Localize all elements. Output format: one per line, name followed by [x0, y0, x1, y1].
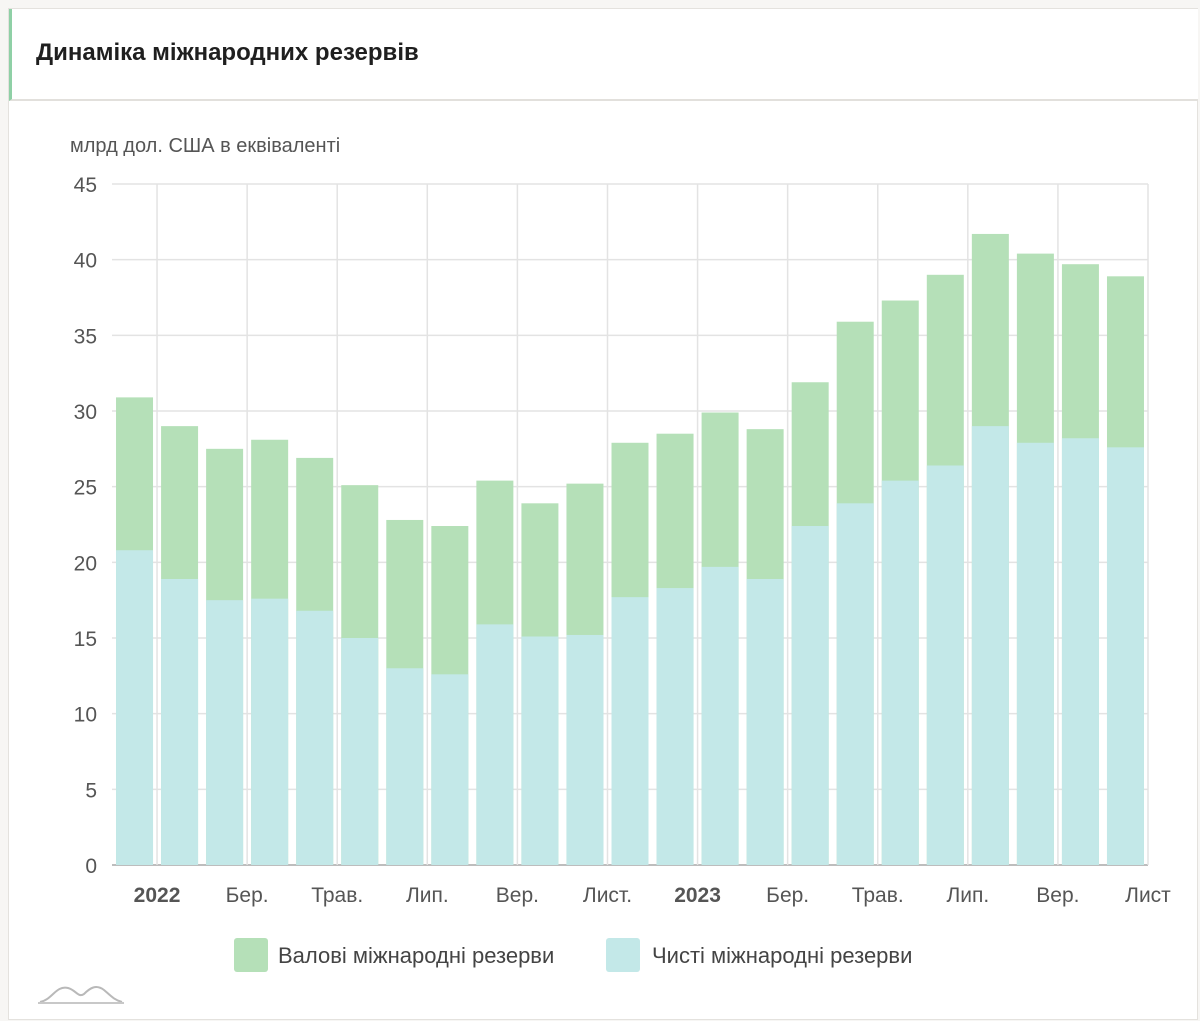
bar-net-reserves [791, 526, 829, 865]
x-ticks: 2022 Бер. Трав. Лип. Вер. Лист. 2023 Бер. Трав. Л… [134, 884, 1172, 907]
y-tick-label: 20 [74, 552, 97, 575]
legend: Валові міжнародні резерви Чисті міжнарод… [234, 938, 912, 972]
bar-net-reserves [1061, 438, 1099, 865]
x-tick-label: Трав. [852, 884, 904, 907]
legend-swatch-net [606, 938, 640, 972]
x-tick-label: Вер. [496, 884, 539, 907]
bar-net-reserves [476, 624, 514, 865]
x-tick-label: Бер. [226, 884, 269, 907]
x-tick-label: Трав. [311, 884, 363, 907]
bar-net-reserves [431, 674, 469, 865]
bar-net-reserves [566, 634, 604, 865]
y-tick-label: 40 [74, 250, 97, 273]
x-tick-label: 2022 [134, 884, 181, 907]
bar-net-reserves [926, 465, 964, 865]
bar-net-reserves [521, 636, 559, 865]
y-tick-label: 15 [74, 628, 97, 651]
bar-net-reserves [386, 668, 424, 865]
x-tick-label: Лип. [946, 884, 989, 907]
y-ticks: 0 5 10 15 20 25 30 35 40 45 [74, 174, 97, 878]
bar-net-reserves [971, 426, 1009, 865]
bar-net-reserves [296, 610, 334, 865]
bar-net-reserves [341, 638, 379, 865]
x-tick-label: Бер. [766, 884, 809, 907]
mountain-logo-icon [38, 986, 124, 1004]
legend-swatch-gross [234, 938, 268, 972]
x-tick-label: Лип. [406, 884, 449, 907]
bar-net-reserves [836, 503, 874, 865]
bar-net-reserves [701, 566, 739, 865]
bar-net-reserves [656, 588, 694, 865]
card-header: Динаміка міжнародних резервів [9, 9, 1198, 101]
x-tick-label: Лист. [583, 884, 632, 907]
y-tick-label: 45 [74, 174, 97, 197]
x-tick-label: Вер. [1036, 884, 1079, 907]
y-axis-label: млрд дол. США в еквіваленті [70, 135, 340, 157]
y-tick-label: 35 [74, 325, 97, 348]
bar-net-reserves [1106, 447, 1144, 865]
y-tick-label: 0 [85, 855, 97, 878]
y-tick-label: 30 [74, 401, 97, 424]
x-tick-label: 2023 [674, 884, 721, 907]
legend-label-gross: Валові міжнародні резерви [278, 943, 554, 968]
bar-net-reserves [251, 598, 289, 865]
page-title: Динаміка міжнародних резервів [36, 39, 419, 66]
bar-net-reserves [161, 578, 199, 865]
legend-label-net: Чисті міжнародні резерви [652, 943, 912, 968]
y-tick-label: 10 [74, 704, 97, 727]
bar-net-reserves [1016, 442, 1054, 865]
y-tick-label: 5 [85, 779, 97, 802]
bar-net-reserves [881, 480, 919, 865]
bar-net-reserves [611, 597, 649, 865]
bar-net-reserves [206, 600, 244, 865]
y-tick-label: 25 [74, 477, 97, 500]
x-tick-label: Лист [1125, 884, 1171, 907]
bar-net-reserves [746, 578, 784, 865]
bar-net-reserves [116, 550, 154, 865]
bars [116, 233, 1144, 865]
